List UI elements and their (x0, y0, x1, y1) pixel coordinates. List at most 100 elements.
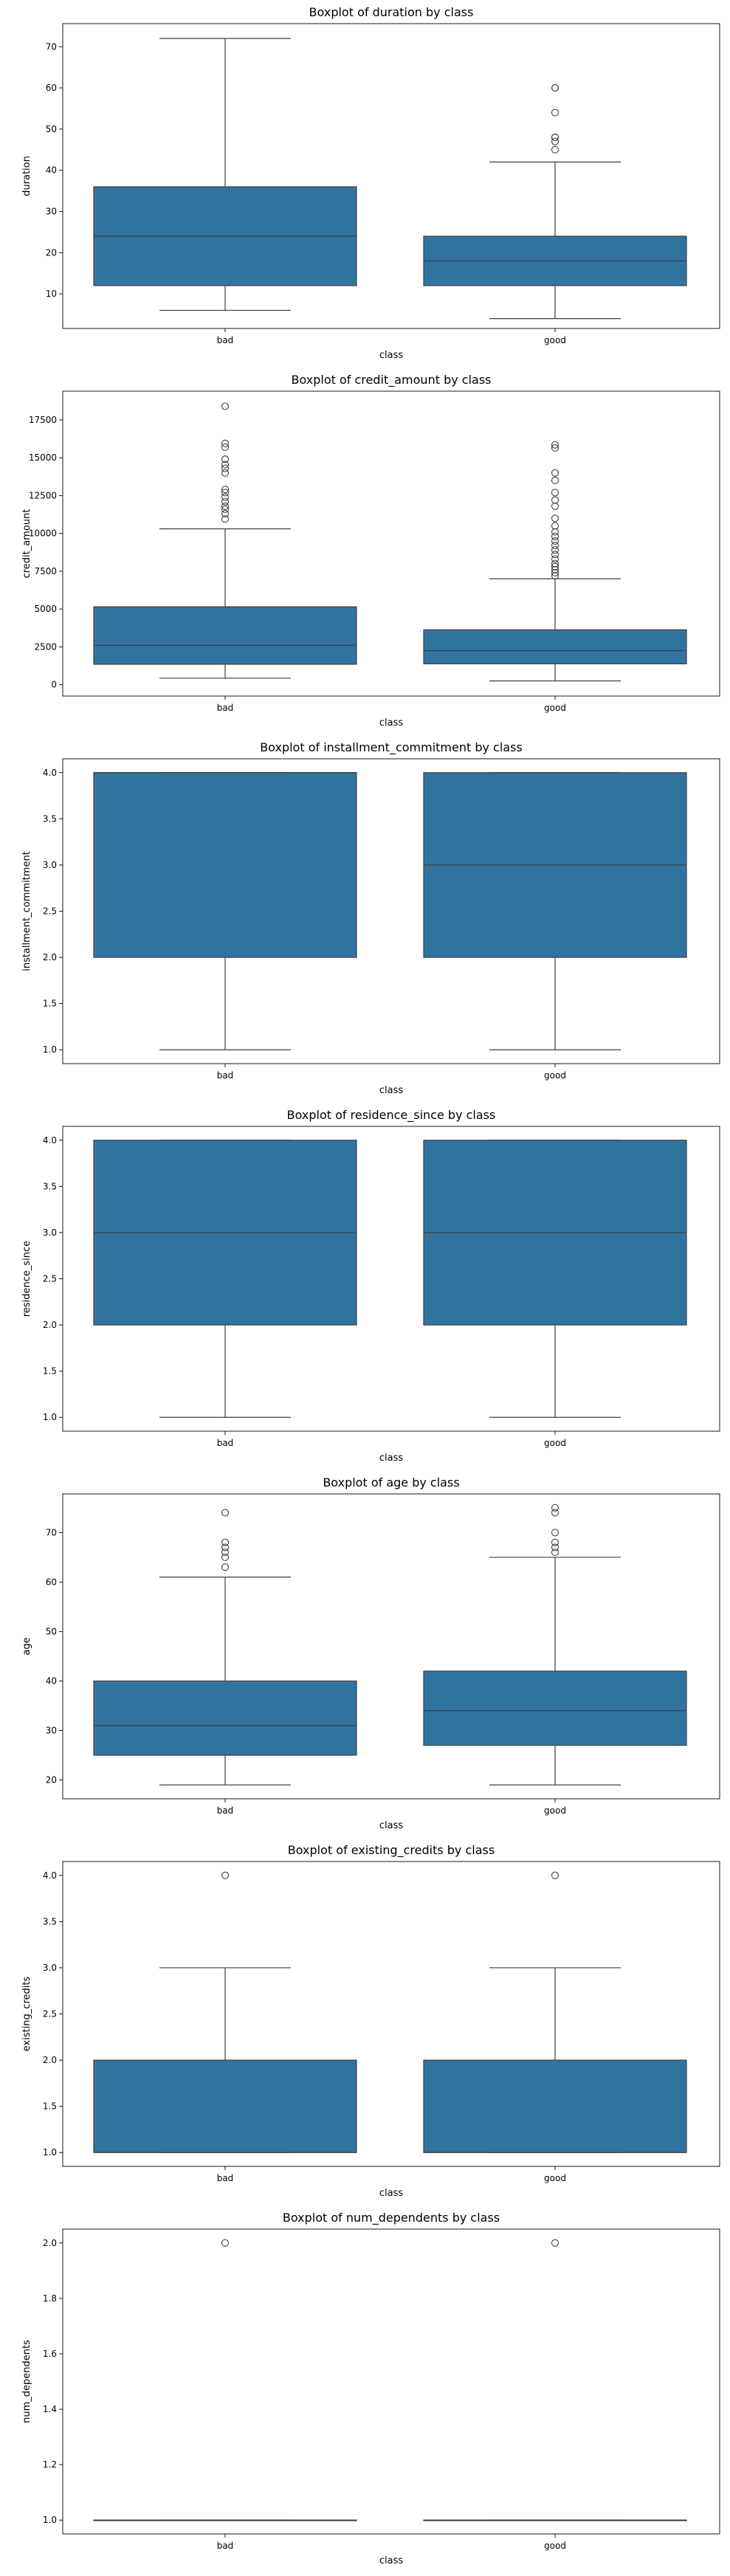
outlier-point (551, 528, 559, 536)
y-tick-label: 1.4 (43, 2404, 57, 2414)
outlier-point (221, 1543, 230, 1552)
outlier-point (221, 469, 230, 477)
outlier-point (221, 402, 230, 410)
box-bad (93, 2059, 357, 2153)
box-bad (93, 606, 357, 665)
y-tick-label: 2.0 (43, 1320, 57, 1330)
x-tick-label: bad (217, 335, 234, 345)
outlier-point (221, 1538, 230, 1546)
y-tick-label: 1.2 (43, 2459, 57, 2470)
chart-title: Boxplot of residence_since by class (287, 1108, 496, 1123)
outlier-point (221, 455, 230, 464)
chart-title: Boxplot of installment_commitment by cla… (260, 740, 523, 755)
y-tick-label: 70 (46, 41, 57, 52)
outlier-point (221, 502, 230, 510)
outlier-point (551, 84, 559, 92)
outlier-point (551, 137, 559, 145)
outlier-point (551, 522, 559, 530)
x-tick-label: good (544, 1805, 566, 1816)
outlier-point (551, 562, 559, 571)
x-axis-label: class (379, 1453, 403, 1464)
chart-title: Boxplot of credit_amount by class (292, 373, 492, 388)
y-tick-label: 60 (46, 83, 57, 93)
y-tick-label: 4.0 (43, 768, 57, 778)
outlier-point (551, 1549, 559, 1557)
x-axis-label: class (379, 2555, 403, 2566)
outlier-point (221, 505, 230, 513)
chart-title: Boxplot of num_dependents by class (283, 2211, 500, 2225)
outlier-point (221, 1871, 230, 1879)
box-bad (93, 1680, 357, 1756)
outlier-point (551, 502, 559, 510)
y-tick-label: 3.0 (43, 860, 57, 870)
box-good (423, 2059, 687, 2153)
y-tick-label: 1.0 (43, 1412, 57, 1422)
outlier-point (551, 109, 559, 117)
outlier-point (221, 464, 230, 472)
outlier-point (551, 532, 559, 540)
box-good (423, 1670, 687, 1746)
x-tick-label: good (544, 1070, 566, 1081)
chart-panel-0: Boxplot of duration by class 10 20 30 40 50 60… (21, 5, 720, 361)
outlier-point (551, 1504, 559, 1512)
y-tick-label: 70 (46, 1527, 57, 1537)
axes-frame (62, 390, 720, 697)
outlier-point (221, 1553, 230, 1561)
y-tick-label: 1.8 (43, 2293, 57, 2304)
outlier-point (551, 133, 559, 142)
y-tick-label: 2.5 (43, 1274, 57, 1284)
outlier-point (551, 568, 559, 577)
y-tick-label: 12500 (29, 490, 57, 500)
y-tick-label: 1.0 (43, 1044, 57, 1055)
y-axis-label: residence_since (21, 1241, 32, 1317)
y-tick-label: 3.5 (43, 813, 57, 824)
y-tick-label: 1.5 (43, 999, 57, 1009)
x-axis-label: class (379, 717, 403, 729)
outlier-point (221, 1563, 230, 1571)
x-tick-label: bad (217, 1070, 234, 1081)
outlier-point (551, 1538, 559, 1546)
outlier-point (221, 509, 230, 518)
y-tick-label: 2.0 (43, 2238, 57, 2248)
y-tick-label: 1.6 (43, 2349, 57, 2359)
y-axis-label: credit_amount (21, 509, 32, 579)
x-tick-label: bad (217, 1438, 234, 1448)
chart-title: Boxplot of existing_credits by class (288, 1843, 495, 1858)
chart-panel-4: Boxplot of age by class 20 30 40 50 60 70 age ba… (21, 1475, 720, 1831)
x-tick-label: bad (217, 2173, 234, 2183)
y-tick-label: 1.5 (43, 2101, 57, 2112)
outlier-point (221, 489, 230, 497)
outlier-point (551, 2239, 559, 2247)
outlier-point (551, 1529, 559, 1537)
y-tick-label: 40 (46, 165, 57, 176)
y-tick-label: 2.0 (43, 952, 57, 962)
outlier-point (551, 1871, 559, 1879)
y-axis-label: existing_credits (21, 1977, 32, 2052)
outlier-point (221, 515, 230, 523)
x-tick-label: good (544, 2173, 566, 2183)
y-tick-label: 3.0 (43, 1963, 57, 1973)
outlier-point (551, 565, 559, 574)
outlier-point (551, 537, 559, 545)
outlier-point (221, 439, 230, 447)
outlier-point (551, 542, 559, 550)
x-axis-label: class (379, 2188, 403, 2199)
y-tick-label: 30 (46, 1725, 57, 1735)
y-tick-label: 10000 (29, 528, 57, 539)
outlier-point (551, 145, 559, 154)
y-tick-label: 1.0 (43, 2147, 57, 2157)
outlier-point (221, 2239, 230, 2247)
y-tick-label: 60 (46, 1577, 57, 1587)
y-tick-label: 17500 (29, 415, 57, 425)
y-tick-label: 40 (46, 1676, 57, 1686)
y-tick-label: 3.5 (43, 1181, 57, 1191)
outlier-point (551, 572, 559, 580)
x-tick-label: good (544, 703, 566, 713)
y-axis-label: installment_commitment (21, 851, 32, 971)
chart-panel-1: Boxplot of credit_amount by class 0 2500 50… (21, 373, 720, 729)
outlier-point (221, 461, 230, 469)
y-axis-label: duration (21, 156, 32, 196)
y-tick-label: 7500 (34, 566, 57, 576)
chart-title: Boxplot of duration by class (309, 5, 474, 19)
y-tick-label: 30 (46, 206, 57, 216)
